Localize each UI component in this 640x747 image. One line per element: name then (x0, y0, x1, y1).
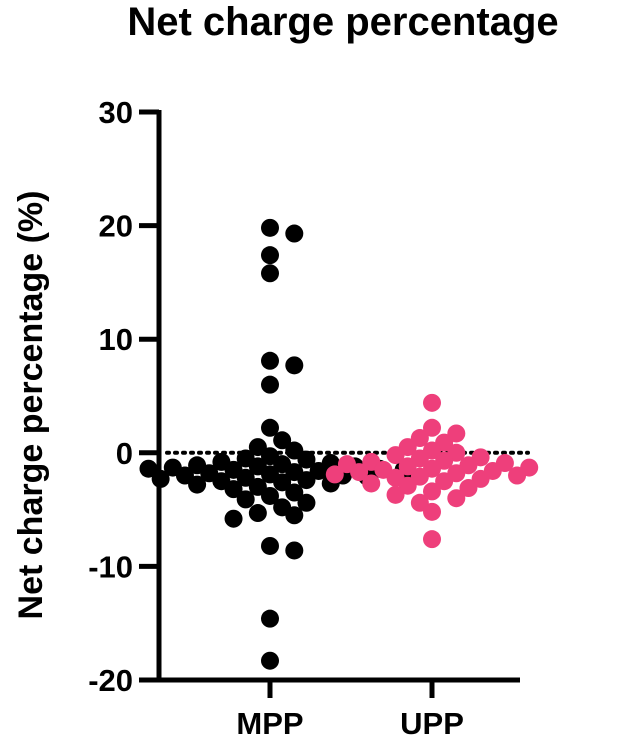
upp-data-point (447, 489, 466, 508)
mpp-data-point (188, 475, 207, 494)
mpp-data-point (261, 418, 279, 437)
mpp-data-point (261, 536, 279, 555)
mpp-data-point (285, 541, 304, 560)
mpp-data-point (297, 471, 316, 490)
x-category-label: UPP (400, 706, 464, 741)
y-tick-label: 30 (99, 95, 133, 130)
mpp-data-point (248, 504, 267, 523)
mpp-data-point (236, 490, 255, 509)
mpp-data-point (285, 224, 304, 243)
x-ticks: MPP UPP (236, 680, 464, 741)
mpp-data-point (224, 480, 243, 499)
upp-data-point (435, 472, 454, 491)
x-category-label: MPP (236, 706, 303, 741)
upp-data-point (325, 465, 344, 484)
mpp-data-point (261, 351, 279, 370)
data-points (139, 218, 539, 670)
mpp-data-point (261, 218, 279, 237)
y-ticks: 30 20 10 0 -10 -20 (88, 95, 159, 698)
mpp-data-point (261, 609, 279, 628)
mpp-data-point (273, 473, 292, 492)
mpp-data-point (139, 459, 158, 478)
mpp-data-point (151, 469, 170, 488)
chart-title: Net charge percentage (127, 0, 558, 44)
upp-data-point (508, 466, 527, 485)
upp-data-point (423, 482, 441, 501)
mpp-data-point (285, 356, 304, 375)
y-axis-label: Net charge percentage (%) (12, 191, 50, 620)
mpp-data-point (224, 509, 243, 528)
axes (156, 110, 520, 683)
upp-data-point (386, 446, 405, 465)
upp-data-point (398, 457, 417, 476)
y-tick-label: 0 (116, 436, 133, 471)
y-tick-label: 20 (99, 209, 133, 244)
mpp-data-point (261, 651, 279, 670)
mpp-data-point (261, 486, 279, 505)
mpp-data-point (285, 506, 304, 525)
mpp-data-point (297, 493, 316, 512)
y-tick-label: -10 (88, 549, 133, 584)
upp-data-point (386, 485, 405, 504)
upp-data-point (423, 418, 441, 437)
mpp-data-point (285, 483, 304, 502)
mpp-data-point (261, 246, 279, 265)
upp-data-point (350, 463, 369, 482)
mpp-data-point (261, 264, 279, 283)
mpp-data-point (273, 431, 292, 450)
upp-data-point (423, 393, 441, 412)
upp-data-point (423, 530, 441, 549)
upp-data-point (459, 479, 478, 498)
upp-data-point (362, 474, 381, 493)
y-tick-label: 10 (99, 322, 133, 357)
upp-data-point (423, 502, 441, 521)
mpp-data-point (261, 375, 279, 394)
y-tick-label: -20 (88, 663, 133, 698)
mpp-data-point (297, 450, 316, 469)
